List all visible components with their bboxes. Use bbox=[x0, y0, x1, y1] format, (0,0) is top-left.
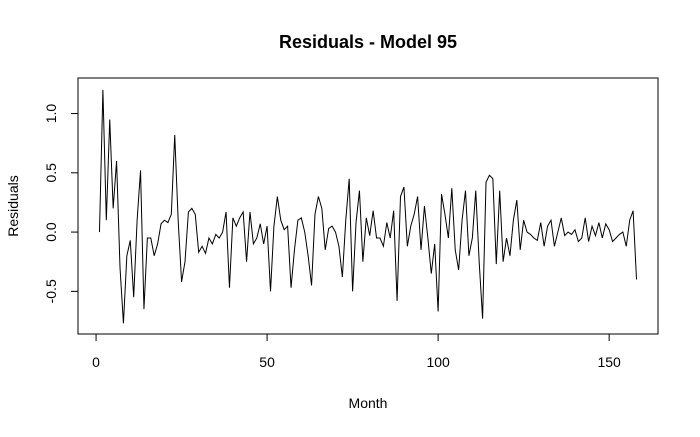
data-line bbox=[98, 89, 638, 324]
x-axis-label: Month bbox=[349, 395, 388, 411]
y-tick-label: 0.5 bbox=[43, 163, 59, 183]
plot-box bbox=[77, 77, 659, 335]
y-tick-label: 1.0 bbox=[43, 104, 59, 124]
y-tick-label: 0.0 bbox=[43, 222, 59, 242]
x-tick-label: 50 bbox=[259, 354, 275, 370]
x-tick-label: 100 bbox=[426, 354, 450, 370]
chart-title: Residuals - Model 95 bbox=[279, 32, 457, 52]
y-tick-label: -0.5 bbox=[43, 279, 59, 303]
x-tick-label: 150 bbox=[597, 354, 621, 370]
y-axis-label: Residuals bbox=[5, 175, 21, 236]
x-tick-label: 0 bbox=[92, 354, 100, 370]
